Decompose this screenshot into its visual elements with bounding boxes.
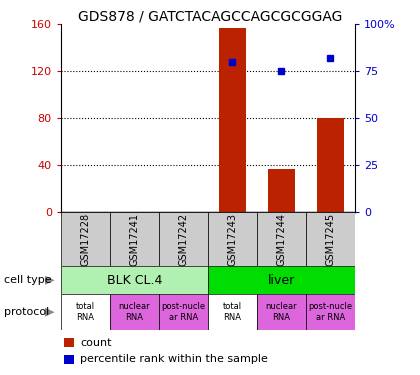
Text: total
RNA: total RNA	[76, 303, 95, 322]
Text: count: count	[80, 338, 112, 348]
Bar	[219, 28, 246, 212]
Text: GSM17228: GSM17228	[80, 213, 90, 266]
Bar	[208, 266, 355, 294]
Bar	[61, 212, 110, 266]
Text: percentile rank within the sample: percentile rank within the sample	[80, 354, 268, 364]
Text: total
RNA: total RNA	[223, 303, 242, 322]
Text: nuclear
RNA: nuclear RNA	[265, 303, 297, 322]
Text: GSM17243: GSM17243	[227, 213, 237, 266]
Bar	[64, 338, 74, 347]
Text: post-nucle
ar RNA: post-nucle ar RNA	[161, 303, 205, 322]
Bar	[317, 118, 344, 212]
Text: GSM17245: GSM17245	[326, 213, 336, 266]
Bar	[208, 212, 257, 266]
Bar	[110, 212, 159, 266]
Bar	[257, 294, 306, 330]
Text: BLK CL.4: BLK CL.4	[107, 274, 162, 287]
Polygon shape	[45, 276, 55, 285]
Text: GSM17241: GSM17241	[129, 213, 139, 266]
Text: post-nucle
ar RNA: post-nucle ar RNA	[308, 303, 352, 322]
Text: nuclear
RNA: nuclear RNA	[118, 303, 150, 322]
Text: cell type: cell type	[4, 275, 52, 285]
Bar	[61, 266, 208, 294]
Text: protocol: protocol	[4, 307, 50, 317]
Bar	[159, 212, 208, 266]
Polygon shape	[45, 308, 55, 317]
Bar	[306, 212, 355, 266]
Text: GDS878 / GATCTACAGCCAGCGCGGAG: GDS878 / GATCTACAGCCAGCGCGGAG	[78, 9, 342, 23]
Bar	[257, 212, 306, 266]
Bar	[159, 294, 208, 330]
Bar	[306, 294, 355, 330]
Bar	[268, 168, 295, 212]
Text: liver: liver	[268, 274, 295, 287]
Bar	[110, 294, 159, 330]
Bar	[61, 294, 110, 330]
Bar	[208, 294, 257, 330]
Bar	[64, 355, 74, 364]
Text: GSM17242: GSM17242	[178, 213, 189, 266]
Text: GSM17244: GSM17244	[276, 213, 286, 266]
